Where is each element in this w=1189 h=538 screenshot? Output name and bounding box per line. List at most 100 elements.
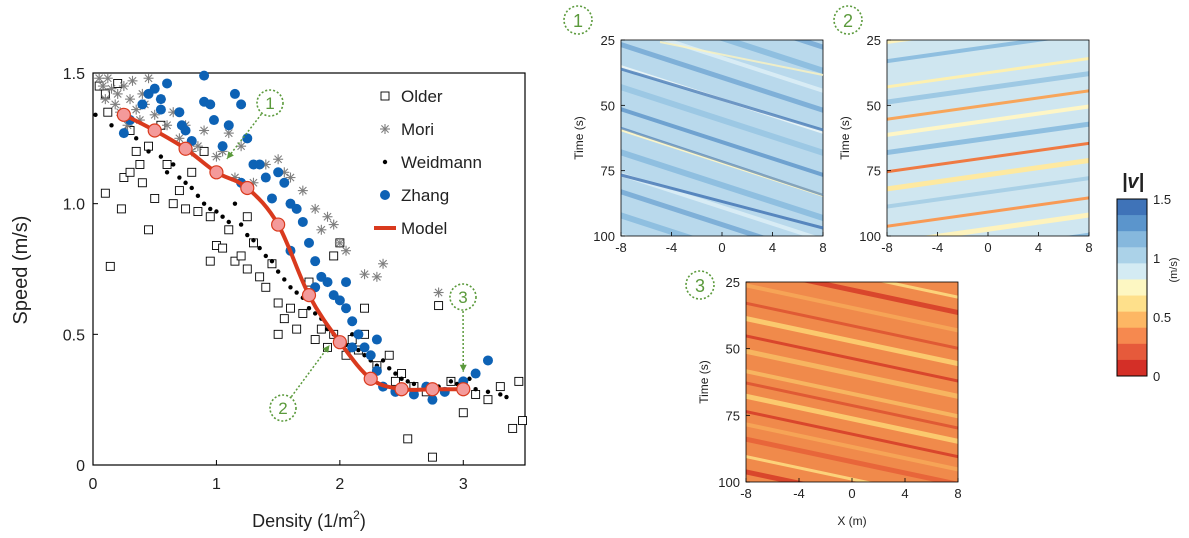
mori-point	[322, 211, 333, 222]
weidmann-point	[93, 112, 98, 118]
mori-point	[174, 133, 185, 144]
weidmann-point	[380, 358, 386, 363]
model-point	[425, 382, 440, 397]
annotation-label: 1	[265, 94, 274, 113]
zhang-point	[347, 342, 358, 353]
older-point	[119, 173, 129, 182]
older-point	[403, 434, 413, 444]
weidmann-point	[146, 149, 151, 154]
weidmann-point	[411, 381, 417, 387]
zhang-point	[365, 350, 376, 361]
zhang-point	[322, 277, 333, 288]
heatmap-y-tick-label: 50	[601, 98, 615, 113]
zhang-point	[427, 394, 438, 405]
heatmap-y-tick-label: 100	[718, 475, 740, 490]
colorbar-swatch	[1117, 311, 1147, 329]
older-point	[187, 167, 197, 177]
weidmann-point	[134, 136, 139, 141]
mori-point	[102, 73, 113, 84]
weidmann-point	[356, 347, 361, 353]
colorbar-swatch	[1117, 199, 1147, 216]
legend-marker	[380, 190, 390, 200]
weidmann-point	[312, 311, 318, 316]
panel-label-3: 3	[685, 270, 715, 300]
heatmap-y-tick-label: 50	[867, 98, 881, 113]
heatmap-y-label: Time (s)	[572, 116, 586, 160]
weidmann-point	[238, 222, 244, 227]
y-axis-label: Speed (m/s)	[10, 216, 32, 325]
legend-item-weidmann: Weidmann	[382, 153, 482, 172]
colorbar-swatch	[1117, 327, 1147, 345]
model-point	[209, 165, 224, 180]
legend-marker	[380, 91, 390, 101]
zhang-point	[273, 167, 284, 178]
heatmap-2	[886, 39, 1090, 237]
heatmap-y-label: Time (s)	[697, 360, 711, 404]
older-point	[193, 207, 203, 216]
weidmann-point	[214, 209, 219, 214]
older-point	[242, 212, 252, 222]
colorbar-swatch	[1117, 359, 1147, 377]
legend-label: Mori	[401, 120, 434, 139]
weidmann-point	[263, 253, 268, 259]
heatmap-y-tick-label: 75	[601, 164, 615, 179]
colorbar-swatch	[1117, 295, 1147, 313]
older-point	[174, 186, 184, 196]
colorbar: |v| 1.5 1 0.5 0 (m/s)	[1116, 171, 1180, 384]
weidmann-point	[226, 219, 231, 225]
heatmap-x-tick-label: 8	[954, 486, 961, 501]
heatmap-panel-3: -8 -4 0 4 8 25 50 75 100 Time (s) X (m)	[697, 275, 962, 528]
weidmann-point	[109, 123, 114, 128]
legend-item-older: Older	[380, 87, 443, 106]
model-point	[363, 371, 378, 386]
zhang-point	[470, 368, 481, 379]
heatmap-x-tick-label: 0	[718, 240, 725, 255]
zhang-point	[371, 334, 382, 345]
weidmann-point	[498, 392, 503, 397]
model-point	[147, 123, 162, 138]
heatmap-x-tick-label: 4	[1035, 240, 1042, 255]
older-point	[508, 423, 518, 433]
weidmann-point	[269, 258, 275, 264]
colorbar-swatch	[1117, 215, 1147, 232]
zhang-point	[347, 316, 358, 327]
older-point	[286, 303, 295, 313]
zhang-point	[174, 107, 185, 118]
colorbar-swatch	[1117, 263, 1147, 280]
mori-point	[334, 237, 345, 248]
weidmann-point	[405, 379, 410, 384]
older-point	[514, 376, 524, 386]
heatmap-x-tick-label: -8	[881, 240, 893, 255]
zhang-point	[236, 99, 247, 110]
zhang-point	[341, 303, 352, 314]
older-point	[150, 193, 160, 203]
mori-point	[94, 73, 105, 84]
zhang-point	[217, 141, 228, 152]
older-point	[483, 395, 493, 405]
older-point	[273, 329, 283, 339]
older-point	[236, 251, 246, 261]
zhang-point	[254, 159, 265, 170]
colorbar-swatch	[1117, 279, 1147, 297]
heatmap-y-tick-label: 25	[726, 275, 740, 290]
legend-label: Zhang	[401, 186, 449, 205]
y-tick-label: 0	[76, 458, 85, 475]
zhang-point	[180, 125, 191, 136]
mori-point	[236, 141, 247, 152]
heatmap-x-tick-label: 0	[848, 486, 855, 501]
older-point	[316, 324, 326, 334]
legend: Older Mori Weidmann Zhang Model	[374, 87, 482, 238]
older-point	[100, 188, 110, 198]
older-point	[205, 212, 215, 222]
older-point	[218, 243, 228, 253]
model-point	[301, 288, 317, 303]
zhang-point	[205, 99, 216, 110]
older-point	[116, 204, 126, 214]
older-point	[273, 298, 283, 308]
mori-point	[199, 125, 210, 136]
panel-label-2: 2	[833, 5, 863, 35]
svg-text:1: 1	[573, 11, 583, 31]
weidmann-point	[362, 353, 367, 358]
heatmap-x-tick-label: 4	[901, 486, 908, 501]
weidmann-point	[251, 238, 256, 243]
